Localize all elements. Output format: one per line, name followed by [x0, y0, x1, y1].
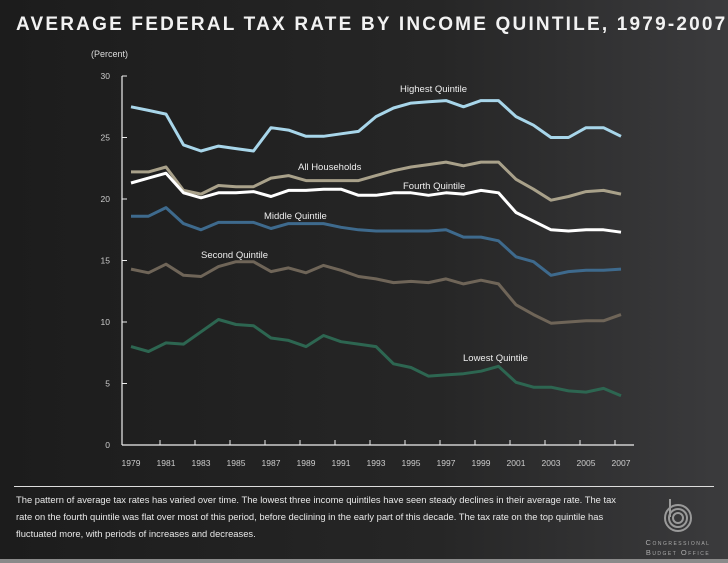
y-tick-label: 30 [101, 71, 111, 81]
x-tick-label: 1993 [367, 458, 386, 468]
x-tick-label: 1997 [437, 458, 456, 468]
y-axis-label: (Percent) [91, 49, 128, 59]
series-line-middle-quintile [131, 206, 622, 277]
series-label: All Households [298, 162, 362, 173]
series-label: Middle Quintile [264, 211, 327, 222]
series-labels: Highest Quintile All Households Fourth Qui… [201, 84, 528, 364]
line-chart: (Percent) 0 5 10 15 20 25 30 1979 1981 1983 1985 19… [91, 49, 634, 468]
x-tick-label: 2001 [507, 458, 526, 468]
x-tick-label: 1989 [297, 458, 316, 468]
series-lines [130, 99, 622, 398]
x-tick-label: 2003 [542, 458, 561, 468]
series-line-lowest-quintile [130, 318, 622, 398]
series-line-second-quintile [130, 260, 622, 325]
series-line-fourth-quintile [130, 171, 622, 234]
x-tick-label: 1987 [262, 458, 281, 468]
series-line-highest-quintile [130, 99, 622, 153]
series-label: Fourth Quintile [403, 181, 465, 192]
x-tick-label: 1999 [472, 458, 491, 468]
logo-line-1: Congressional [645, 538, 711, 547]
y-tick-label: 0 [105, 440, 110, 450]
x-tick-label: 1991 [332, 458, 351, 468]
x-tick-label: 1981 [157, 458, 176, 468]
divider [14, 486, 714, 487]
chart-title: AVERAGE FEDERAL TAX RATE BY INCOME QUINT… [16, 14, 728, 35]
y-tick-label: 10 [101, 317, 111, 327]
series-label: Second Quintile [201, 250, 268, 261]
series-line-all-households [131, 160, 622, 202]
bottom-bar [0, 559, 728, 563]
y-tick-label: 15 [101, 256, 111, 266]
logo-line-2: Budget Office [645, 548, 711, 557]
series-label: Highest Quintile [400, 84, 467, 95]
x-tick-label: 1995 [402, 458, 421, 468]
caption: The pattern of average tax rates has var… [16, 494, 616, 539]
series-label: Lowest Quintile [463, 353, 528, 364]
axes: 0 5 10 15 20 25 30 1979 1981 1983 1985 1987 1989 1991… [101, 71, 634, 468]
y-tick-label: 25 [101, 133, 111, 143]
x-tick-label: 1985 [227, 458, 246, 468]
x-tick-label: 2005 [577, 458, 596, 468]
x-tick-label: 1979 [122, 458, 141, 468]
y-tick-label: 20 [101, 194, 111, 204]
cbo-logo-icon [664, 499, 692, 532]
x-tick-label: 2007 [612, 458, 631, 468]
x-tick-label: 1983 [192, 458, 211, 468]
y-tick-label: 5 [105, 379, 110, 389]
cbo-logo: Congressional Budget Office [638, 497, 718, 558]
